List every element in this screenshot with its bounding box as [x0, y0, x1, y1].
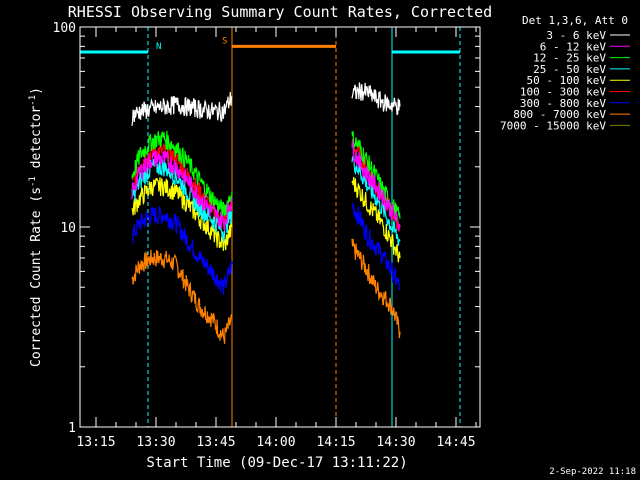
legend-label: 50 - 100 keV: [527, 74, 607, 87]
legend-label: 800 - 7000 keV: [513, 108, 606, 121]
series-50-100-kev-2: [351, 177, 401, 263]
y-axis-label: Corrected Count Rate (s-1 detector-1): [28, 87, 44, 367]
x-tick-label: 14:00: [256, 435, 295, 450]
legend-label: 6 - 12 keV: [540, 40, 607, 53]
x-tick-label: 14:45: [436, 435, 475, 450]
legend-title: Det 1,3,6, Att 0: [522, 14, 628, 27]
series-300-800-kev-1: [131, 206, 233, 295]
series-3-6-kev-1: [131, 91, 233, 126]
legend-label: 7000 - 15000 keV: [500, 119, 606, 132]
series-3-6-kev-2: [351, 82, 401, 116]
legend-label: 12 - 25 keV: [533, 52, 606, 65]
y-axis: 1 10 100: [53, 21, 480, 436]
y-tick-label: 10: [60, 221, 76, 236]
legend-label: 300 - 800 keV: [520, 97, 606, 110]
x-tick-label: 13:30: [136, 435, 175, 450]
x-tick-label: 14:30: [376, 435, 415, 450]
series-800-7000-kev-2: [351, 238, 401, 339]
legend-label: 25 - 50 keV: [533, 63, 606, 76]
series-12-25-kev-1: [131, 130, 233, 218]
series-25-50-kev-2: [351, 154, 401, 246]
series-6-12-kev-1: [131, 150, 233, 232]
y-tick-label: 100: [53, 21, 76, 36]
x-tick-label: 13:45: [196, 435, 235, 450]
series-300-800-kev-2: [351, 202, 401, 291]
saa-label: S: [222, 36, 227, 46]
series-100-300-kev-1: [131, 142, 233, 231]
y-tick-label: 1: [68, 421, 76, 436]
night-label: N: [156, 42, 161, 52]
footer-timestamp: 2-Sep-2022 11:18: [549, 467, 636, 477]
series-25-50-kev-1: [131, 158, 233, 242]
x-tick-label: 14:15: [316, 435, 355, 450]
series-800-7000-kev-1: [131, 249, 233, 344]
x-tick-label: 13:15: [76, 435, 115, 450]
chart-title: RHESSI Observing Summary Count Rates, Co…: [68, 3, 492, 21]
plot-area: NS: [79, 27, 461, 427]
legend-label: 3 - 6 keV: [546, 29, 606, 42]
x-axis: 13:15 13:30 13:45 14:00 14:15 14:30 14:45: [76, 27, 477, 450]
x-axis-label: Start Time (09-Dec-17 13:11:22): [146, 455, 407, 471]
legend-label: 100 - 300 keV: [520, 86, 606, 99]
series-6-12-kev-2: [351, 140, 401, 232]
